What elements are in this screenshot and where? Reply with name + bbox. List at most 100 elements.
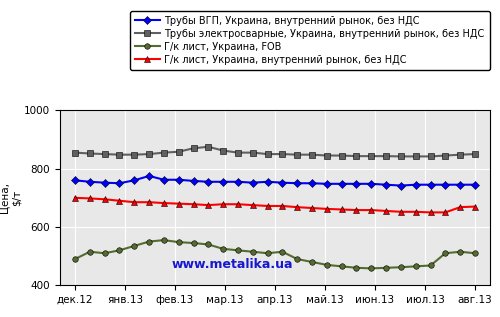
Трубы электросварные, Украина, внутренний рынок, без НДС: [116, 153, 122, 157]
Г/к лист, Украина, внутренний рынок, без НДС: [368, 208, 374, 212]
Г/к лист, Украина, внутренний рынок, без НДС: [206, 203, 212, 207]
Г/к лист, Украина, внутренний рынок, без НДС: [72, 196, 78, 200]
Г/к лист, Украина, FOB: [294, 257, 300, 261]
Г/к лист, Украина, FOB: [280, 250, 285, 254]
Трубы ВГП, Украина, внутренний рынок, без НДС: [428, 183, 434, 187]
Legend: Трубы ВГП, Украина, внутренний рынок, без НДС, Трубы электросварные, Украина, вн: Трубы ВГП, Украина, внутренний рынок, бе…: [130, 11, 490, 70]
Г/к лист, Украина, внутренний рынок, без НДС: [132, 200, 138, 204]
Трубы электросварные, Украина, внутренний рынок, без НДС: [264, 152, 270, 156]
Трубы электросварные, Украина, внутренний рынок, без НДС: [324, 154, 330, 158]
Трубы ВГП, Украина, внутренний рынок, без НДС: [161, 178, 167, 182]
Г/к лист, Украина, FOB: [442, 251, 448, 255]
Трубы ВГП, Украина, внутренний рынок, без НДС: [220, 180, 226, 184]
Трубы ВГП, Украина, внутренний рынок, без НДС: [354, 182, 360, 186]
Трубы ВГП, Украина, внутренний рынок, без НДС: [132, 178, 138, 182]
Трубы электросварные, Украина, внутренний рынок, без НДС: [368, 154, 374, 158]
Г/к лист, Украина, FOB: [324, 263, 330, 267]
Г/к лист, Украина, FOB: [368, 267, 374, 270]
Трубы электросварные, Украина, внутренний рынок, без НДС: [72, 151, 78, 154]
Г/к лист, Украина, внутренний рынок, без НДС: [235, 202, 241, 206]
Трубы электросварные, Украина, внутренний рынок, без НДС: [250, 151, 256, 154]
Г/к лист, Украина, внутренний рынок, без НДС: [472, 205, 478, 209]
Г/к лист, Украина, FOB: [176, 240, 182, 244]
Г/к лист, Украина, FOB: [116, 249, 122, 252]
Text: www.metalika.ua: www.metalika.ua: [172, 258, 294, 271]
Трубы ВГП, Украина, внутренний рынок, без НДС: [190, 179, 196, 183]
Г/к лист, Украина, FOB: [398, 265, 404, 269]
Г/к лист, Украина, FOB: [472, 251, 478, 255]
Г/к лист, Украина, FOB: [250, 250, 256, 254]
Г/к лист, Украина, внутренний рынок, без НДС: [146, 200, 152, 204]
Трубы электросварные, Украина, внутренний рынок, без НДС: [428, 154, 434, 158]
Трубы ВГП, Украина, внутренний рынок, без НДС: [264, 180, 270, 184]
Line: Г/к лист, Украина, FOB: Г/к лист, Украина, FOB: [72, 237, 478, 271]
Г/к лист, Украина, внутренний рынок, без НДС: [324, 207, 330, 211]
Г/к лист, Украина, FOB: [161, 238, 167, 242]
Трубы ВГП, Украина, внутренний рынок, без НДС: [87, 180, 93, 184]
Трубы электросварные, Украина, внутренний рынок, без НДС: [161, 151, 167, 154]
Трубы ВГП, Украина, внутренний рынок, без НДС: [383, 183, 389, 187]
Трубы ВГП, Украина, внутренний рынок, без НДС: [309, 181, 315, 185]
Трубы электросварные, Украина, внутренний рынок, без НДС: [294, 153, 300, 157]
Г/к лист, Украина, внутренний рынок, без НДС: [220, 202, 226, 206]
Г/к лист, Украина, FOB: [457, 250, 463, 254]
Трубы электросварные, Украина, внутренний рынок, без НДС: [87, 152, 93, 155]
Трубы электросварные, Украина, внутренний рынок, без НДС: [280, 152, 285, 156]
Трубы ВГП, Украина, внутренний рынок, без НДС: [250, 181, 256, 184]
Трубы электросварные, Украина, внутренний рынок, без НДС: [383, 154, 389, 158]
Трубы ВГП, Украина, внутренний рынок, без НДС: [368, 182, 374, 186]
Трубы электросварные, Украина, внутренний рынок, без НДС: [398, 154, 404, 158]
Г/к лист, Украина, FOB: [264, 251, 270, 255]
Г/к лист, Украина, внутренний рынок, без НДС: [161, 201, 167, 205]
Трубы электросварные, Украина, внутренний рынок, без НДС: [338, 154, 344, 158]
Трубы ВГП, Украина, внутренний рынок, без НДС: [72, 178, 78, 182]
Г/к лист, Украина, внутренний рынок, без НДС: [176, 202, 182, 205]
Г/к лист, Украина, внутренний рынок, без НДС: [294, 205, 300, 209]
Г/к лист, Украина, FOB: [72, 257, 78, 261]
Трубы ВГП, Украина, внутренний рынок, без НДС: [472, 183, 478, 187]
Г/к лист, Украина, FOB: [338, 264, 344, 268]
Г/к лист, Украина, внутренний рынок, без НДС: [338, 208, 344, 211]
Г/к лист, Украина, внутренний рынок, без НДС: [280, 204, 285, 208]
Трубы электросварные, Украина, внутренний рынок, без НДС: [102, 152, 107, 156]
Line: Г/к лист, Украина, внутренний рынок, без НДС: Г/к лист, Украина, внутренний рынок, без…: [72, 194, 478, 216]
Г/к лист, Украина, внутренний рынок, без НДС: [398, 210, 404, 214]
Трубы ВГП, Украина, внутренний рынок, без НДС: [176, 178, 182, 182]
Г/к лист, Украина, внутренний рынок, без НДС: [264, 204, 270, 208]
Г/к лист, Украина, FOB: [206, 243, 212, 246]
Трубы ВГП, Украина, внутренний рынок, без НДС: [338, 182, 344, 186]
Y-axis label: Цена,
$/т: Цена, $/т: [0, 182, 22, 213]
Трубы ВГП, Украина, внутренний рынок, без НДС: [116, 181, 122, 185]
Г/к лист, Украина, FOB: [132, 244, 138, 248]
Г/к лист, Украина, внутренний рынок, без НДС: [428, 210, 434, 214]
Г/к лист, Украина, внутренний рынок, без НДС: [442, 210, 448, 214]
Трубы электросварные, Украина, внутренний рынок, без НДС: [457, 153, 463, 157]
Трубы электросварные, Украина, внутренний рынок, без НДС: [309, 153, 315, 157]
Трубы ВГП, Украина, внутренний рынок, без НДС: [294, 181, 300, 185]
Трубы электросварные, Украина, внутренний рынок, без НДС: [132, 153, 138, 157]
Трубы ВГП, Украина, внутренний рынок, без НДС: [146, 174, 152, 178]
Г/к лист, Украина, внутренний рынок, без НДС: [457, 205, 463, 209]
Г/к лист, Украина, FOB: [428, 263, 434, 267]
Трубы ВГП, Украина, внутренний рынок, без НДС: [102, 181, 107, 184]
Г/к лист, Украина, FOB: [354, 266, 360, 270]
Трубы ВГП, Украина, внутренний рынок, без НДС: [398, 184, 404, 187]
Трубы электросварные, Украина, внутренний рынок, без НДС: [146, 152, 152, 156]
Line: Трубы ВГП, Украина, внутренний рынок, без НДС: Трубы ВГП, Украина, внутренний рынок, бе…: [72, 173, 478, 188]
Трубы ВГП, Украина, внутренний рынок, без НДС: [206, 180, 212, 184]
Г/к лист, Украина, FOB: [87, 250, 93, 254]
Трубы ВГП, Украина, внутренний рынок, без НДС: [442, 183, 448, 187]
Г/к лист, Украина, внутренний рынок, без НДС: [354, 208, 360, 212]
Г/к лист, Украина, внутренний рынок, без НДС: [87, 197, 93, 200]
Г/к лист, Украина, FOB: [235, 249, 241, 252]
Трубы электросварные, Украина, внутренний рынок, без НДС: [235, 151, 241, 154]
Г/к лист, Украина, внутренний рынок, без НДС: [250, 203, 256, 207]
Трубы ВГП, Украина, внутренний рынок, без НДС: [235, 180, 241, 184]
Трубы электросварные, Украина, внутренний рынок, без НДС: [472, 152, 478, 156]
Трубы ВГП, Украина, внутренний рынок, без НДС: [280, 181, 285, 184]
Г/к лист, Украина, FOB: [309, 260, 315, 264]
Г/к лист, Украина, внутренний рынок, без НДС: [383, 209, 389, 213]
Г/к лист, Украина, FOB: [102, 251, 107, 255]
Г/к лист, Украина, FOB: [146, 240, 152, 243]
Трубы ВГП, Украина, внутренний рынок, без НДС: [412, 183, 418, 187]
